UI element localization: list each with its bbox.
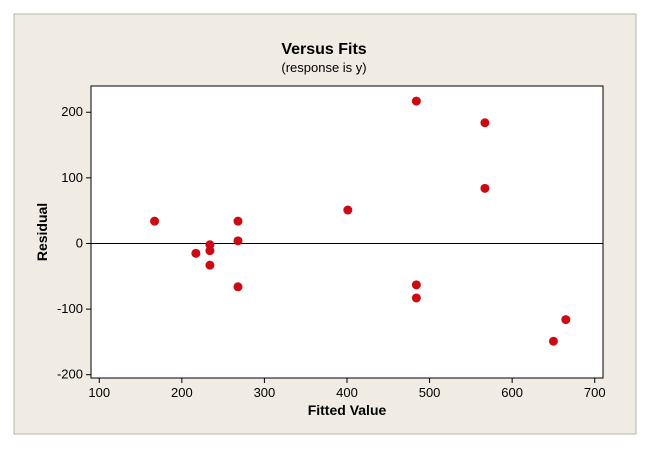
y-tick-label: -200 <box>57 367 83 382</box>
data-point <box>411 96 421 106</box>
y-tick-label: 100 <box>61 170 83 185</box>
data-point <box>480 118 490 128</box>
x-tick-label: 100 <box>88 385 110 400</box>
x-tick-label: 600 <box>501 385 523 400</box>
data-point <box>150 216 160 226</box>
chart-title: Versus Fits <box>281 41 366 58</box>
data-point <box>233 236 243 246</box>
x-tick-label: 400 <box>336 385 358 400</box>
x-tick-label: 300 <box>254 385 276 400</box>
y-tick-label: -100 <box>57 301 83 316</box>
y-axis-ticks: -200 -100 0 100 200 <box>57 104 91 382</box>
data-point <box>233 282 243 292</box>
data-points <box>150 96 571 346</box>
x-tick-label: 700 <box>584 385 606 400</box>
data-point <box>548 336 558 346</box>
data-point <box>561 315 571 325</box>
y-axis-label: Residual <box>34 203 50 261</box>
data-point <box>480 183 490 193</box>
x-tick-label: 500 <box>419 385 441 400</box>
data-point <box>205 246 215 256</box>
chart-subtitle: (response is y) <box>281 60 366 75</box>
data-point <box>411 293 421 303</box>
data-point <box>343 205 353 215</box>
data-point <box>233 216 243 226</box>
plot-area <box>90 85 604 379</box>
data-point <box>411 280 421 290</box>
x-tick-label: 200 <box>171 385 193 400</box>
x-axis-ticks: 100 200 300 400 500 600 700 <box>88 378 606 400</box>
x-axis-label: Fitted Value <box>308 402 387 418</box>
y-tick-label: 0 <box>76 235 83 250</box>
y-tick-label: 200 <box>61 104 83 119</box>
data-point <box>205 260 215 270</box>
data-point <box>191 248 201 258</box>
